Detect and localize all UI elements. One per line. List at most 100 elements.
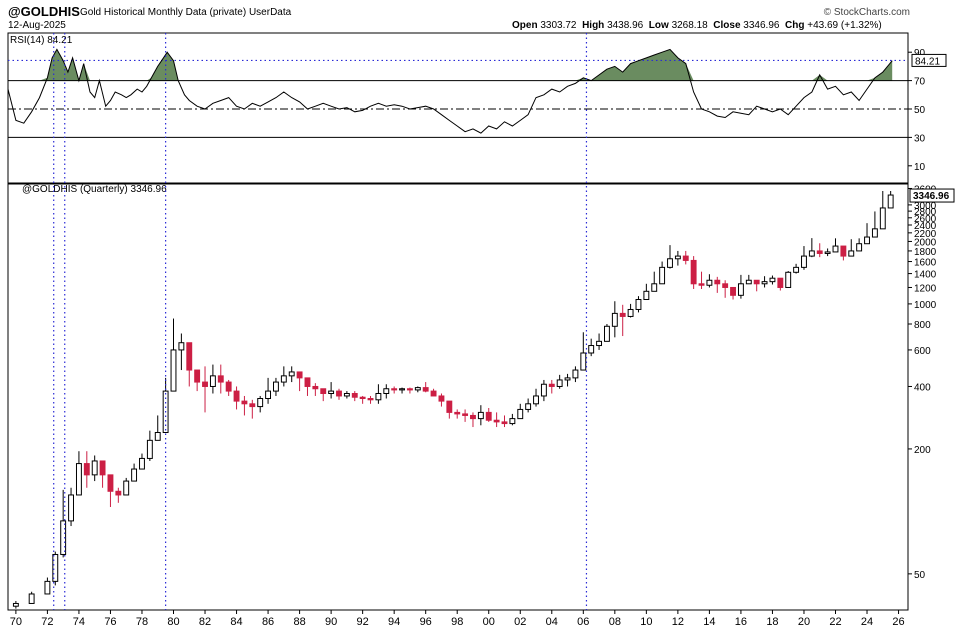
price-candle-body <box>217 375 224 383</box>
price-tick-label: 1800 <box>914 247 937 258</box>
x-tick-label: 96 <box>420 616 432 628</box>
price-candle-body <box>233 390 240 402</box>
price-value-label: 3346.96 <box>913 191 950 202</box>
price-candle-body <box>761 281 768 285</box>
price-candle-body <box>312 385 319 390</box>
price-candle-body <box>525 403 532 410</box>
price-candle-body <box>635 299 642 310</box>
x-tick-label: 98 <box>451 616 463 628</box>
price-candle-body <box>399 388 405 391</box>
chart-header: @GOLDHIS Gold Historical Monthly Data (p… <box>0 0 962 32</box>
price-candle-body <box>265 390 272 400</box>
x-tick-label: 74 <box>73 616 85 628</box>
rsi-tick-label: 10 <box>914 162 926 173</box>
price-candle-body <box>52 553 59 582</box>
price-candle-body <box>722 283 729 288</box>
price-candle-body <box>698 283 705 286</box>
price-candle-body <box>753 279 760 285</box>
open-label: Open <box>512 20 538 31</box>
price-candle-body <box>296 371 303 379</box>
price-tick-label: 400 <box>914 382 931 393</box>
x-tick-label: 02 <box>514 616 526 628</box>
price-tick-label: 1000 <box>914 300 937 311</box>
close-label: Close <box>713 20 741 31</box>
price-candle-body <box>627 308 634 317</box>
symbol-description: Gold Historical Monthly Data (private) U… <box>80 7 291 18</box>
price-candle-body <box>304 377 311 387</box>
price-tick-label: 1600 <box>914 258 937 269</box>
price-tick-label: 200 <box>914 445 931 456</box>
x-tick-label: 82 <box>199 616 211 628</box>
x-tick-label: 16 <box>735 616 747 628</box>
price-candle-body <box>477 411 484 420</box>
price-candle-body <box>273 381 279 392</box>
rsi-line <box>7 48 893 134</box>
price-candle-body <box>832 245 839 253</box>
price-candle-body <box>131 468 138 482</box>
price-candle-body <box>336 390 342 397</box>
x-tick-label: 72 <box>41 616 53 628</box>
price-title: @GOLDHIS (Quarterly) 3346.96 <box>22 184 167 195</box>
price-candle-body <box>769 277 776 283</box>
brand-label: © StockCharts.com <box>823 7 910 18</box>
price-candle-body <box>737 283 744 296</box>
rsi-overbought-fill <box>8 49 893 81</box>
price-candle-body <box>667 258 673 268</box>
x-tick-label: 08 <box>609 616 621 628</box>
price-candle-body <box>367 398 374 401</box>
price-panel: @GOLDHIS (Quarterly) 3346.96 50200400600… <box>7 183 955 628</box>
price-candle-body <box>462 413 469 416</box>
rsi-tick-label: 30 <box>914 133 926 144</box>
price-candle-body <box>588 345 595 354</box>
x-tick-label: 90 <box>325 616 337 628</box>
price-candle-body <box>107 474 114 492</box>
price-candle-body <box>422 387 429 392</box>
rsi-tick-label: 90 <box>914 48 926 59</box>
price-candle-body <box>879 207 886 230</box>
rsi-value-badge <box>911 53 947 67</box>
price-candle-body <box>438 395 445 402</box>
price-candle-body <box>194 369 201 383</box>
price-candle-body <box>674 255 681 260</box>
price-candle-body <box>659 266 666 285</box>
price-candle-body <box>257 398 264 408</box>
price-candle-body <box>470 414 476 420</box>
price-tick-label: 50 <box>914 570 926 581</box>
price-candle-body <box>91 460 98 476</box>
price-candle-body <box>225 381 232 392</box>
price-candle-body <box>146 439 153 459</box>
price-candle-body <box>154 432 161 441</box>
description-text: Gold Historical Monthly Data (private) <box>80 7 247 18</box>
x-tick-label: 22 <box>829 616 841 628</box>
price-candle-body <box>548 383 555 387</box>
price-candle-body <box>430 390 437 397</box>
price-candle-body <box>83 463 90 476</box>
price-candle-body <box>60 520 67 555</box>
price-candle-body <box>596 340 603 347</box>
price-candle-body <box>611 312 618 327</box>
x-tick-label: 14 <box>703 616 715 628</box>
price-candle-body <box>343 392 350 397</box>
x-tick-label: 92 <box>357 616 369 628</box>
price-candle-body <box>44 580 51 595</box>
price-candle-body <box>288 371 295 377</box>
low-value: 3268.18 <box>671 20 708 31</box>
symbol-title: @GOLDHIS <box>8 4 80 19</box>
price-candle-body <box>202 381 208 387</box>
rsi-title: RSI(14) 84.21 <box>10 35 73 46</box>
rsi-value-label: 84.21 <box>915 56 940 67</box>
x-tick-label: 06 <box>577 616 589 628</box>
price-candle-body <box>391 388 398 391</box>
price-candle-body <box>320 388 327 394</box>
x-tick-label: 86 <box>262 616 274 628</box>
x-tick-label: 94 <box>388 616 400 628</box>
price-tick-label: 2400 <box>914 221 937 232</box>
price-candle-body <box>517 408 524 420</box>
date-label: 12-Aug-2025 <box>8 20 66 31</box>
price-candle-body <box>75 463 82 496</box>
x-tick-label: 26 <box>892 616 904 628</box>
chg-label: Chg <box>785 20 805 31</box>
price-candle-body <box>28 593 35 604</box>
